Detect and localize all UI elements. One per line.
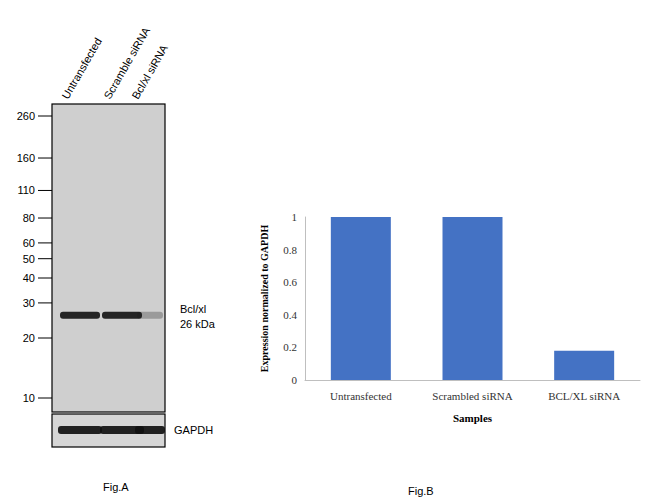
- svg-text:26 kDa: 26 kDa: [180, 318, 216, 330]
- svg-text:Untransfected: Untransfected: [59, 36, 104, 101]
- svg-text:Bcl/xl siRNA: Bcl/xl siRNA: [129, 42, 170, 101]
- svg-text:Fig.B: Fig.B: [408, 485, 434, 497]
- svg-text:60: 60: [23, 237, 35, 249]
- svg-text:BCL/XL siRNA: BCL/XL siRNA: [548, 390, 620, 402]
- svg-text:110: 110: [17, 184, 35, 196]
- svg-text:Fig.A: Fig.A: [103, 481, 129, 493]
- svg-text:Bcl/xl: Bcl/xl: [180, 303, 206, 315]
- svg-text:Scramble siRNA: Scramble siRNA: [101, 25, 153, 101]
- svg-text:30: 30: [23, 297, 35, 309]
- svg-text:260: 260: [17, 110, 35, 122]
- svg-text:Samples: Samples: [453, 412, 493, 424]
- svg-text:10: 10: [23, 392, 35, 404]
- svg-text:0.2: 0.2: [283, 341, 297, 353]
- svg-text:0: 0: [292, 374, 298, 386]
- svg-text:Untransfected: Untransfected: [330, 390, 392, 402]
- svg-text:160: 160: [17, 152, 35, 164]
- svg-text:40: 40: [23, 272, 35, 284]
- svg-text:0.6: 0.6: [283, 276, 297, 288]
- svg-text:80: 80: [23, 212, 35, 224]
- svg-text:50: 50: [23, 253, 35, 265]
- svg-text:Scrambled siRNA: Scrambled siRNA: [432, 390, 512, 402]
- svg-text:20: 20: [23, 332, 35, 344]
- svg-text:0.4: 0.4: [283, 309, 297, 321]
- svg-text:Expression normalized to GAPDH: Expression normalized to GAPDH: [259, 225, 270, 373]
- svg-text:1: 1: [292, 211, 298, 223]
- svg-text:0.8: 0.8: [283, 244, 297, 256]
- svg-text:GAPDH: GAPDH: [174, 424, 213, 436]
